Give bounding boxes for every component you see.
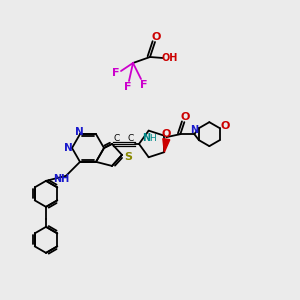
Text: N: N (64, 143, 72, 153)
Text: F: F (112, 68, 120, 78)
Text: N: N (190, 125, 198, 135)
Text: C: C (114, 134, 120, 143)
Text: N: N (142, 133, 151, 142)
Text: H: H (149, 134, 156, 143)
Text: OH: OH (162, 53, 178, 63)
Text: NH: NH (53, 174, 69, 184)
Text: N: N (75, 127, 83, 137)
Text: O: O (162, 129, 171, 139)
Text: O: O (181, 112, 190, 122)
Polygon shape (163, 139, 170, 152)
Text: O: O (151, 32, 161, 42)
Text: O: O (220, 121, 230, 131)
Text: S: S (124, 152, 132, 162)
Text: C: C (128, 134, 134, 143)
Text: F: F (124, 82, 132, 92)
Text: F: F (140, 80, 148, 90)
